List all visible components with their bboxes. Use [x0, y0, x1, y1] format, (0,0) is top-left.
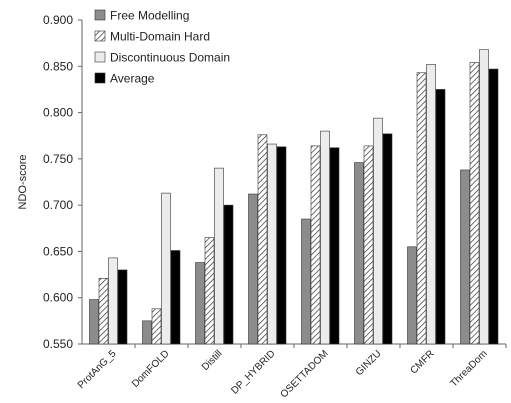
bar-gray-2 — [195, 262, 205, 345]
bar-light-1 — [161, 192, 171, 345]
bar-light-5 — [373, 117, 383, 345]
bar-gray-7 — [460, 169, 470, 345]
legend-label: Discontinuous Domain — [110, 51, 230, 65]
bar-light-6 — [426, 64, 436, 345]
bar-hatched-6 — [416, 72, 427, 345]
bar-hatched-0 — [98, 277, 109, 345]
bar-gray-1 — [142, 320, 152, 345]
x-category-label: ThreaDom — [448, 348, 489, 389]
bar-hatched-1 — [151, 308, 162, 345]
bar-solid-6 — [435, 89, 446, 345]
x-category-label: DP_HYBRID — [229, 348, 277, 396]
bar-light-0 — [108, 257, 118, 345]
x-category-label: OSETTADOM — [279, 348, 331, 398]
bar-light-2 — [214, 167, 224, 345]
x-category-label: DomFOLD — [130, 348, 172, 390]
y-tick-label: 0.850 — [43, 59, 73, 73]
bar-gray-4 — [301, 218, 311, 345]
x-category-label: ProtAnG_5 — [76, 348, 119, 391]
bar-hatched-4 — [310, 145, 321, 345]
y-axis-label: NDO-score — [17, 154, 29, 209]
bar-solid-7 — [488, 68, 499, 345]
legend-swatch-light — [94, 51, 106, 63]
bar-light-3 — [267, 143, 277, 345]
y-tick-label: 0.600 — [43, 291, 73, 305]
legend-label: Free Modelling — [110, 9, 189, 23]
x-category-label: Distill — [200, 348, 225, 373]
bar-solid-3 — [276, 146, 287, 345]
legend-label: Multi-Domain Hard — [110, 30, 210, 44]
bar-hatched-3 — [257, 134, 268, 345]
legend-label: Average — [110, 72, 155, 86]
bar-gray-3 — [248, 193, 258, 345]
y-tick-label: 0.650 — [43, 244, 73, 258]
y-tick-label: 0.900 — [43, 13, 73, 27]
bar-hatched-5 — [363, 145, 374, 345]
bar-gray-5 — [354, 162, 364, 345]
legend: Free Modelling Multi-Domain Hard Discontin… — [94, 9, 230, 86]
y-tick-label: 0.750 — [43, 152, 73, 166]
bar-solid-4 — [329, 147, 340, 345]
bar-hatched-2 — [204, 237, 215, 345]
bar-solid-2 — [223, 204, 234, 345]
bar-gray-6 — [407, 246, 417, 345]
bar-solid-0 — [117, 269, 128, 345]
bar-light-4 — [320, 130, 330, 345]
bar-solid-1 — [170, 250, 181, 345]
y-tick-label: 0.700 — [43, 198, 73, 212]
legend-swatch-hatched — [94, 30, 106, 42]
legend-swatch-gray — [94, 9, 106, 21]
y-tick-label: 0.550 — [43, 337, 73, 351]
bar-gray-0 — [89, 299, 99, 345]
bar-light-7 — [479, 49, 489, 345]
x-category-label: CMFR — [408, 348, 436, 376]
legend-swatch-solid — [94, 72, 106, 84]
bar-hatched-7 — [469, 62, 480, 345]
y-tick-label: 0.800 — [43, 106, 73, 120]
bars — [89, 49, 499, 345]
x-category-label: GINZU — [354, 348, 384, 378]
bar-solid-5 — [382, 133, 393, 345]
